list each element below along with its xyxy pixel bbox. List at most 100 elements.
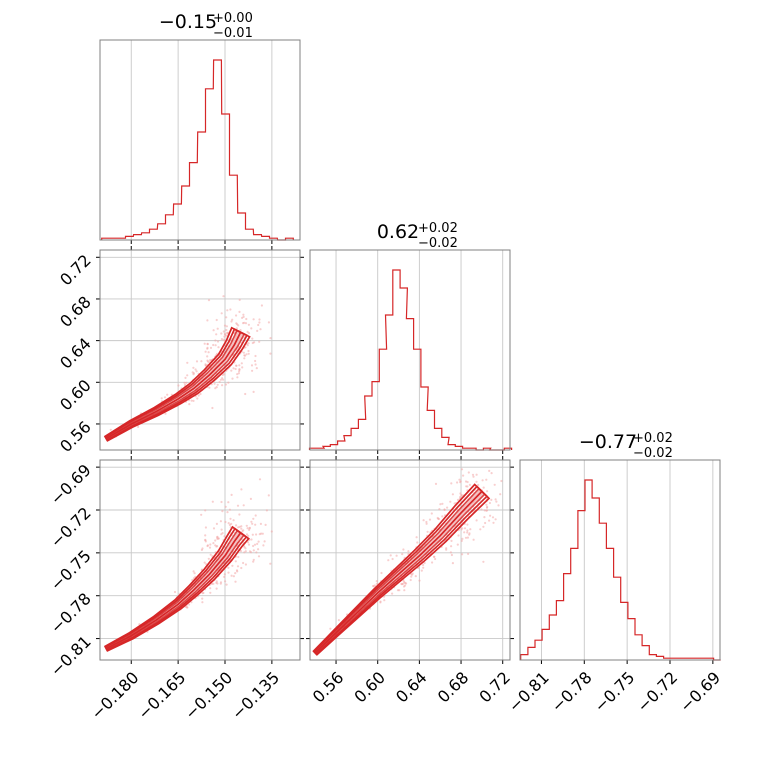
sample-point [409,578,412,582]
sample-point [250,520,253,523]
sample-point [248,550,252,553]
sample-point [379,600,382,603]
sample-point [204,526,207,529]
sample-point [494,518,497,521]
sample-point [462,474,465,477]
sample-point [269,337,272,340]
sample-point [222,378,225,381]
sample-point [236,565,240,568]
sample-point [190,601,193,604]
sample-point [221,384,224,387]
sample-point [164,412,167,415]
sample-point [449,500,452,503]
sample-point [492,521,495,524]
sample-point [186,374,189,377]
sample-point [200,360,203,363]
sample-point [207,557,210,560]
sample-point [471,473,475,476]
sample-point [206,355,209,358]
sample-point [238,310,241,313]
sample-point [243,551,246,554]
sample-point [245,524,248,527]
sample-point [254,363,257,366]
sample-point [216,340,220,343]
sample-point [186,361,189,364]
sample-point [234,367,237,371]
sample-point [206,343,209,346]
hist-panel-2: 0.62+0.02−0.02 [308,221,513,454]
sample-point [263,540,266,543]
sample-point [215,522,218,526]
sample-point [441,502,444,505]
sample-point [489,514,492,517]
x-tick-label: −0.165 [134,668,189,723]
sample-point [461,553,464,556]
sample-point [480,508,483,511]
sample-point [401,582,404,586]
sample-point [434,557,437,561]
y-tick-label: 0.72 [56,251,95,290]
sample-point [407,550,410,553]
sample-point [493,483,496,486]
sample-point [220,312,223,315]
sample-point [201,597,204,600]
sample-point [383,595,386,598]
sample-point [260,532,263,535]
sample-point [235,314,238,317]
sample-point [466,523,469,526]
sample-point [479,528,482,531]
sample-point [223,575,226,579]
sample-point [220,338,223,341]
sample-point [472,538,475,541]
sample-point [433,555,436,559]
sample-point [262,544,265,547]
sample-point [372,585,375,588]
y-tick-label: −0.69 [47,460,95,508]
sample-point [459,481,462,484]
sample-point [468,483,471,486]
sample-point [459,492,462,495]
sample-point [212,542,215,545]
sample-point [269,352,272,355]
sample-point [247,543,251,546]
sample-point [243,354,246,357]
sample-point [222,338,225,341]
sample-point [491,516,495,519]
sample-point [464,536,468,539]
sample-point [420,569,423,572]
sample-point [237,555,240,559]
sample-point [215,587,218,590]
sample-point [485,506,489,509]
sample-point [221,532,224,535]
sample-point [202,591,205,595]
sample-point [216,383,219,386]
sample-point [254,514,257,517]
sample-point [218,380,221,384]
sample-point [437,517,440,520]
sample-point [401,553,404,556]
param-2-median: 0.62 [377,221,419,243]
sample-point [201,601,204,604]
sample-point [460,539,463,543]
sample-point [236,570,239,573]
sample-point [224,520,227,524]
ridge-line [314,490,483,654]
sample-point [209,587,212,590]
sample-point [236,373,239,376]
sample-point [456,498,460,501]
sample-point [225,328,228,332]
sample-point [490,472,493,475]
sample-point [232,575,235,578]
sample-point [488,501,491,505]
sample-point [226,510,229,514]
sample-point [438,508,441,511]
y-tick-label: −0.72 [47,503,95,551]
x-tick-label: −0.72 [633,668,681,716]
sample-point [220,528,223,531]
ridge-line [105,331,242,440]
sample-point [210,582,214,586]
sample-point [222,295,225,298]
sample-point [238,364,241,367]
sample-point [220,500,223,504]
